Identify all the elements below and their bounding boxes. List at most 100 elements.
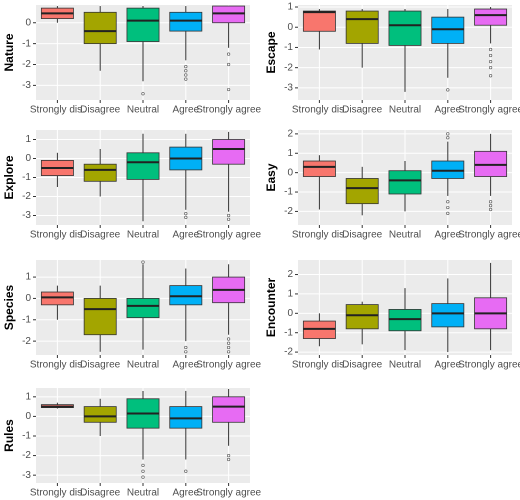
outlier: [227, 62, 231, 67]
x-tick-label: Disagree: [342, 230, 382, 241]
y-axis-label: Rules: [2, 419, 16, 452]
y-tick-label: 1: [287, 148, 293, 159]
y-tick-label: 1: [25, 391, 31, 402]
y-tick-label: -1: [22, 431, 31, 442]
box: [212, 139, 246, 165]
x-tick-label: Neutral: [127, 230, 159, 241]
outlier: [227, 337, 231, 341]
box: [212, 5, 246, 24]
box: [431, 16, 465, 44]
y-tick-label: 0: [25, 153, 31, 164]
outlier: [227, 52, 231, 56]
x-tick-label: Strongly agree: [196, 360, 261, 371]
outlier: [227, 213, 231, 218]
outlier: [489, 66, 493, 70]
y-tick-label: -2: [284, 206, 293, 217]
x-tick-label: Neutral: [389, 230, 421, 241]
outlier: [184, 350, 188, 354]
box: [212, 396, 246, 423]
outlier: [489, 59, 493, 64]
outlier: [184, 469, 188, 473]
x-tick-label: Agree: [172, 230, 199, 241]
y-tick-label: -3: [22, 470, 31, 481]
outlier: [446, 88, 450, 92]
outlier: [446, 200, 450, 204]
outlier: [184, 64, 188, 69]
x-tick-label: Agree: [434, 360, 461, 371]
box: [169, 11, 203, 32]
y-tick-label: -2: [22, 336, 31, 347]
outlier: [141, 463, 145, 467]
x-tick-label: Strongly agree: [458, 105, 520, 116]
y-tick-label: 2: [287, 269, 293, 280]
outlier: [227, 345, 231, 350]
y-tick-label: -1: [284, 187, 293, 198]
x-tick-label: Strongly agree: [458, 360, 520, 371]
y-tick-label: 0: [25, 17, 31, 28]
x-tick-label: Strongly dis.: [30, 230, 85, 241]
y-axis-label: Easy: [264, 163, 278, 191]
outlier: [489, 200, 493, 204]
x-tick-label: Strongly agree: [196, 488, 261, 499]
x-tick-label: Disagree: [80, 488, 120, 499]
y-tick-label: -3: [22, 210, 31, 221]
y-tick-label: -2: [284, 347, 293, 358]
outlier: [141, 260, 145, 264]
y-tick-label: 0: [287, 22, 293, 33]
outlier: [141, 92, 145, 96]
x-tick-label: Disagree: [342, 360, 382, 371]
y-tick-label: -3: [22, 80, 31, 91]
x-tick-label: Strongly agree: [196, 230, 261, 241]
box: [431, 303, 465, 328]
outlier: [184, 212, 188, 216]
x-tick-label: Neutral: [389, 360, 421, 371]
x-tick-label: Strongly dis.: [292, 230, 347, 241]
y-tick-label: -2: [22, 191, 31, 202]
outlier: [489, 204, 493, 208]
outlier: [446, 205, 450, 210]
box: [83, 163, 117, 182]
y-tick-label: 0: [25, 411, 31, 422]
y-axis-label: Species: [2, 284, 16, 330]
y-tick-label: 0: [25, 293, 31, 304]
y-tick-label: -1: [284, 327, 293, 338]
box: [345, 304, 379, 330]
outlier: [184, 345, 188, 350]
outlier: [227, 217, 231, 221]
y-tick-label: -2: [22, 59, 31, 70]
x-tick-label: Strongly dis.: [30, 105, 85, 116]
box: [169, 285, 203, 306]
y-axis-label: Encounter: [264, 278, 278, 338]
outlier: [489, 47, 493, 52]
outlier: [446, 211, 450, 215]
outlier: [446, 132, 450, 136]
x-tick-label: Strongly dis.: [292, 360, 347, 371]
y-tick-label: 0: [287, 308, 293, 319]
box: [345, 178, 379, 205]
x-tick-label: Agree: [434, 105, 461, 116]
outlier: [489, 207, 493, 212]
y-tick-label: -1: [284, 42, 293, 53]
y-tick-label: -2: [22, 450, 31, 461]
x-tick-label: Agree: [172, 105, 199, 116]
box: [40, 291, 74, 306]
outlier: [489, 53, 493, 58]
box: [126, 298, 160, 319]
y-tick-label: -3: [284, 83, 293, 94]
outlier: [227, 341, 231, 345]
y-axis-label: Escape: [264, 31, 278, 73]
outlier: [141, 475, 145, 479]
y-tick-label: -1: [22, 38, 31, 49]
outlier: [489, 74, 493, 78]
box: [83, 11, 117, 45]
box: [474, 8, 508, 26]
outlier: [184, 77, 188, 81]
y-tick-label: -2: [284, 62, 293, 73]
y-tick-label: 0: [287, 167, 293, 178]
outlier: [184, 73, 188, 77]
y-tick-label: 1: [287, 2, 293, 13]
y-tick-label: 1: [25, 134, 31, 145]
y-tick-label: 1: [287, 289, 293, 300]
x-tick-label: Strongly agree: [196, 105, 261, 116]
